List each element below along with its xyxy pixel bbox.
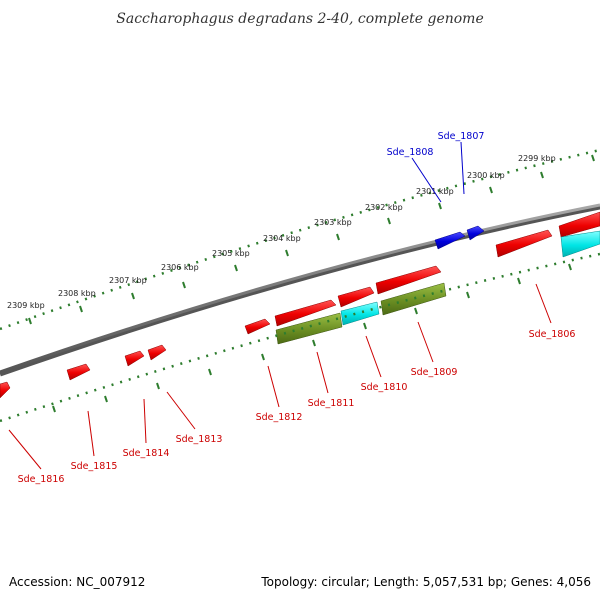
olive-feature-band[interactable] (380, 282, 447, 316)
major-tick (28, 317, 32, 325)
gene-label-sde-1814[interactable]: Sde_1814 (123, 448, 170, 459)
backbone-shadow (0, 204, 600, 377)
genome-summary-text: Topology: circular; Length: 5,057,531 bp… (260, 575, 591, 589)
leader-sde-1806 (535, 283, 552, 324)
kbp-label: 2306 kbp (161, 263, 199, 272)
major-tick (438, 202, 442, 210)
kbp-label: 2308 kbp (58, 289, 96, 298)
genome-backbone (0, 203, 600, 377)
major-tick (208, 368, 212, 376)
gene-label-sde-1815[interactable]: Sde_1815 (71, 461, 118, 472)
gene-sde-1814-arrow[interactable] (124, 350, 145, 367)
gene-sde-1810-arrow[interactable] (337, 286, 375, 308)
gene-label-sde-1813[interactable]: Sde_1813 (176, 434, 223, 445)
inner-tick-track (0, 252, 600, 423)
gene-sde-1806-arrow[interactable] (495, 229, 553, 258)
gene-label-sde-1808[interactable]: Sde_1808 (387, 147, 434, 158)
kbp-label: 2302 kbp (365, 203, 403, 212)
major-tick (156, 382, 160, 390)
gene-sde-1809-arrow[interactable] (375, 265, 442, 295)
major-tick (517, 277, 521, 285)
major-tick (261, 353, 265, 361)
kbp-label: 2300 kbp (467, 171, 505, 180)
forward-strand-genes (0, 211, 600, 399)
major-tick (52, 405, 56, 413)
gene-edge-arrow[interactable] (558, 211, 600, 238)
gene-sde-1811-arrow[interactable] (274, 299, 337, 327)
accession-text: Accession: NC_007912 (9, 575, 145, 589)
leader-sde-1815 (87, 410, 95, 457)
map-title: Saccharophagus degradans 2-40, complete … (116, 11, 484, 27)
gene-sde-1812-arrow[interactable] (244, 318, 271, 335)
gene-label-sde-1807[interactable]: Sde_1807 (438, 131, 485, 142)
olive-feature-band[interactable] (275, 312, 343, 345)
kbp-label: 2299 kbp (518, 154, 556, 163)
gene-sde-1815-arrow[interactable] (66, 363, 91, 381)
cyan-feature-band[interactable] (340, 301, 380, 326)
leader-sde-1809 (417, 321, 434, 363)
backbone-line (0, 203, 600, 374)
kbp-label: 2303 kbp (314, 218, 352, 227)
major-tick (466, 291, 470, 299)
kbp-label: 2307 kbp (109, 276, 147, 285)
major-tick (234, 264, 238, 272)
major-tick (336, 233, 340, 241)
major-tick (182, 281, 186, 289)
major-tick (489, 186, 493, 194)
major-tick (387, 217, 391, 225)
gene-label-sde-1810[interactable]: Sde_1810 (361, 382, 408, 393)
major-tick (591, 154, 595, 162)
major-tick (540, 171, 544, 179)
leader-sde-1808 (411, 157, 442, 203)
leader-sde-1812 (267, 365, 280, 408)
kbp-label: 2305 kbp (212, 249, 250, 258)
gene-label-sde-1811[interactable]: Sde_1811 (308, 398, 355, 409)
gene-sde-1808-arrow[interactable] (434, 231, 466, 250)
inner-dotted-line (0, 252, 600, 423)
gene-sde-1813-arrow[interactable] (147, 344, 167, 361)
kbp-label: 2304 kbp (263, 234, 301, 243)
major-tick (104, 395, 108, 403)
leader-sde-1814 (143, 398, 147, 444)
gene-sde-1807-arrow[interactable] (466, 225, 485, 241)
leader-sde-1811 (316, 351, 329, 394)
major-tick (79, 305, 83, 313)
label-leaders (8, 141, 552, 470)
major-tick (568, 263, 572, 271)
reverse-strand-genes (434, 225, 485, 250)
gene-sde-1816-arrow[interactable] (0, 381, 11, 399)
gene-label-sde-1816[interactable]: Sde_1816 (18, 474, 65, 485)
gene-label-sde-1806[interactable]: Sde_1806 (529, 329, 576, 340)
leader-sde-1807 (460, 141, 465, 195)
feature-bands (275, 230, 600, 345)
outer-tick-track: 2299 kbp 2300 kbp 2301 kbp 2302 kbp 2303… (0, 148, 600, 331)
leader-sde-1816 (8, 429, 42, 470)
major-tick (285, 249, 289, 257)
leader-sde-1810 (365, 335, 382, 378)
leader-sde-1813 (166, 391, 196, 430)
kbp-label: 2309 kbp (7, 301, 45, 310)
gene-label-sde-1809[interactable]: Sde_1809 (411, 367, 458, 378)
gene-label-sde-1812[interactable]: Sde_1812 (256, 412, 303, 423)
major-tick (363, 322, 367, 330)
kbp-label: 2301 kbp (416, 187, 454, 196)
cyan-feature-band[interactable] (560, 230, 600, 258)
gene-labels: Sde_1807 Sde_1808 Sde_1806 Sde_1809 Sde_… (18, 131, 576, 485)
major-tick (414, 307, 418, 315)
major-tick (131, 292, 135, 300)
major-tick (312, 339, 316, 347)
